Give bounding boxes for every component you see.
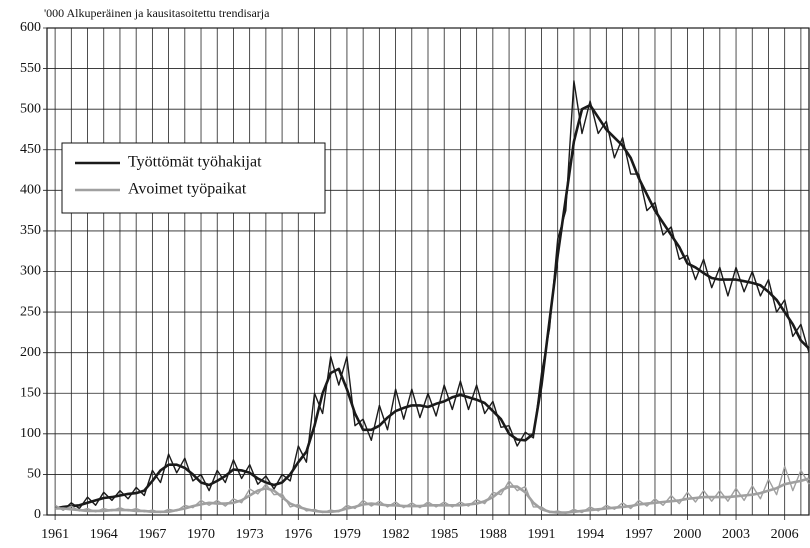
y-tick-label: 350 xyxy=(20,223,41,238)
x-tick-label: 1967 xyxy=(138,527,166,542)
x-tick-label: 1961 xyxy=(41,527,69,542)
y-tick-label: 450 xyxy=(20,142,41,157)
y-axis-label: '000 Alkuperäinen ja kausitasoitettu tre… xyxy=(44,6,270,20)
x-tick-label: 1994 xyxy=(576,527,604,542)
x-tick-label: 2006 xyxy=(771,527,799,542)
x-tick-label: 1973 xyxy=(236,527,264,542)
x-tick-label: 1988 xyxy=(479,527,507,542)
x-tick-label: 1997 xyxy=(625,527,653,542)
legend-label: Työttömät työhakijat xyxy=(128,154,262,171)
legend-label: Avoimet työpaikat xyxy=(128,181,247,198)
y-tick-label: 150 xyxy=(20,385,41,400)
y-tick-label: 100 xyxy=(20,426,41,441)
y-tick-label: 250 xyxy=(20,304,41,319)
y-tick-label: 400 xyxy=(20,183,41,198)
y-tick-label: 50 xyxy=(27,467,41,482)
y-tick-label: 500 xyxy=(20,101,41,116)
series-trend-line xyxy=(54,103,810,510)
legend-box xyxy=(61,142,326,214)
y-tick-label: 200 xyxy=(20,345,41,360)
x-tick-label: 1985 xyxy=(430,527,458,542)
x-tick-label: 1991 xyxy=(527,527,555,542)
x-tick-label: 1982 xyxy=(382,527,410,542)
y-tick-label: 600 xyxy=(20,20,41,35)
y-tick-label: 300 xyxy=(20,264,41,279)
x-tick-label: 1976 xyxy=(284,527,312,542)
series-trend-line xyxy=(55,477,810,514)
x-tick-label: 1979 xyxy=(333,527,361,542)
x-tick-label: 2000 xyxy=(673,527,701,542)
x-tick-label: 2003 xyxy=(722,527,750,542)
x-tick-label: 1964 xyxy=(90,527,118,542)
y-tick-label: 0 xyxy=(34,507,41,522)
y-tick-label: 550 xyxy=(20,61,41,76)
x-tick-label: 1970 xyxy=(187,527,215,542)
